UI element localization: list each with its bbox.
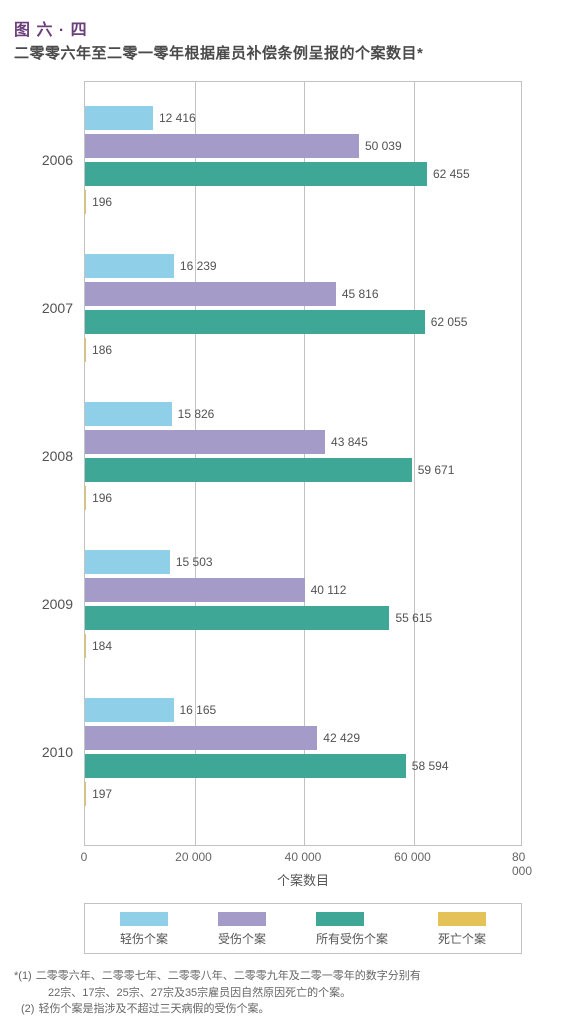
title-block: 图 六 · 四 二零零六年至二零一零年根据雇员补偿条例呈报的个案数目* [14, 16, 566, 63]
year-label: 2009 [42, 596, 73, 612]
chart-plot: 200612 41650 03962 455196200716 23945 81… [84, 81, 522, 846]
year-group: 200716 23945 81662 055186 [85, 254, 521, 362]
bar-value-label: 45 816 [342, 282, 379, 306]
figure-title: 二零零六年至二零一零年根据雇员补偿条例呈报的个案数目* [14, 42, 566, 63]
legend-label: 受伤个案 [218, 930, 266, 947]
bar [85, 162, 427, 186]
bar-value-label: 184 [92, 634, 112, 658]
bar-value-label: 15 826 [178, 402, 215, 426]
bar [85, 754, 406, 778]
legend-swatch [438, 912, 486, 926]
year-label: 2008 [42, 448, 73, 464]
footnote-text: 轻伤个案是指涉及不超过三天病假的受伤个案。 [38, 1001, 566, 1018]
bar [85, 782, 86, 806]
bar-value-label: 16 239 [180, 254, 217, 278]
bar [85, 726, 317, 750]
bar [85, 698, 174, 722]
legend-item: 受伤个案 [218, 912, 266, 947]
bar [85, 254, 174, 278]
legend-item: 轻伤个案 [120, 912, 168, 947]
bar [85, 190, 86, 214]
bar [85, 402, 172, 426]
bar-value-label: 42 429 [323, 726, 360, 750]
bar-value-label: 55 615 [395, 606, 432, 630]
x-tick-label: 0 [81, 850, 88, 864]
bar [85, 338, 86, 362]
footnote-text: 二零零六年、二零零七年、二零零八年、二零零九年及二零一零年的数字分别有 [36, 968, 566, 985]
bar-value-label: 50 039 [365, 134, 402, 158]
figure-number: 图 六 · 四 [14, 16, 566, 40]
legend-label: 死亡个案 [438, 930, 486, 947]
x-axis-ticks: 020 00040 00060 00080 000 [84, 846, 522, 866]
footnotes: * (1) 二零零六年、二零零七年、二零零八年、二零零九年及二零一零年的数字分别… [14, 968, 566, 1018]
bar [85, 578, 305, 602]
bar-value-label: 15 503 [176, 550, 213, 574]
legend-swatch [316, 912, 364, 926]
bar-value-label: 59 671 [418, 458, 455, 482]
legend-swatch [218, 912, 266, 926]
x-tick-label: 80 000 [512, 850, 532, 878]
bar-value-label: 186 [92, 338, 112, 362]
year-label: 2006 [42, 152, 73, 168]
x-tick-label: 60 000 [394, 850, 431, 864]
chart-area: 200612 41650 03962 455196200716 23945 81… [84, 81, 536, 954]
legend-label: 所有受伤个案 [316, 930, 388, 947]
bar-value-label: 40 112 [311, 578, 347, 602]
bar [85, 430, 325, 454]
chart-legend: 轻伤个案 受伤个案 所有受伤个案 死亡个案 [84, 903, 522, 954]
bar [85, 282, 336, 306]
year-group: 200612 41650 03962 455196 [85, 106, 521, 214]
legend-swatch [120, 912, 168, 926]
bar [85, 634, 86, 658]
year-group: 200815 82643 84559 671196 [85, 402, 521, 510]
year-label: 2010 [42, 744, 73, 760]
year-label: 2007 [42, 300, 73, 316]
bar-value-label: 43 845 [331, 430, 368, 454]
bar [85, 134, 359, 158]
year-group: 200915 50340 11255 615184 [85, 550, 521, 658]
bar-value-label: 196 [92, 190, 112, 214]
bar [85, 310, 425, 334]
x-tick-label: 20 000 [175, 850, 212, 864]
x-tick-label: 40 000 [285, 850, 322, 864]
bar [85, 606, 389, 630]
bar-value-label: 62 455 [433, 162, 470, 186]
bar-value-label: 62 055 [431, 310, 468, 334]
year-group: 201016 16542 42958 594197 [85, 698, 521, 806]
bar-value-label: 197 [92, 782, 112, 806]
bar [85, 106, 153, 130]
footnote-num: (1) [18, 968, 31, 985]
bar [85, 486, 86, 510]
bar-value-label: 196 [92, 486, 112, 510]
bar [85, 550, 170, 574]
bar-value-label: 12 416 [159, 106, 196, 130]
legend-item: 所有受伤个案 [316, 912, 388, 947]
footnote-text: 22宗、17宗、25宗、27宗及35宗雇员因自然原因死亡的个案。 [48, 985, 566, 1002]
legend-label: 轻伤个案 [120, 930, 168, 947]
footnote-num: (2) [21, 1001, 34, 1018]
bar [85, 458, 412, 482]
bar-value-label: 16 165 [180, 698, 217, 722]
legend-item: 死亡个案 [438, 912, 486, 947]
x-axis-title: 个案数目 [84, 870, 522, 889]
chart-figure: 图 六 · 四 二零零六年至二零一零年根据雇员补偿条例呈报的个案数目* 2006… [0, 0, 580, 1028]
bar-value-label: 58 594 [412, 754, 449, 778]
